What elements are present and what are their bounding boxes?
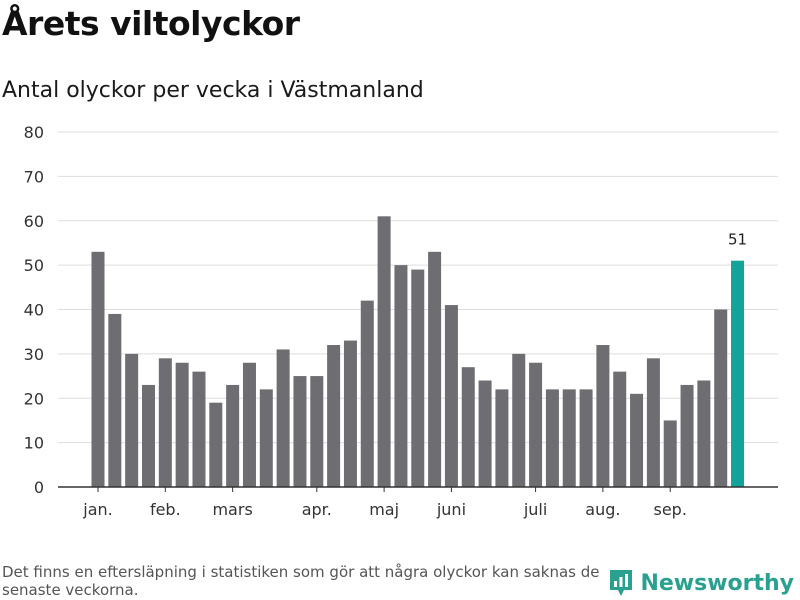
- bars: [91, 216, 745, 487]
- bar: [663, 420, 677, 487]
- bar: [444, 305, 458, 487]
- bar: [259, 389, 273, 487]
- bar: [579, 389, 593, 487]
- bar: [428, 251, 442, 487]
- y-tick-label: 60: [24, 212, 44, 231]
- brand-name: Newsworthy: [640, 570, 794, 596]
- bar: [714, 309, 728, 487]
- x-tick-label: juni: [436, 500, 466, 519]
- y-tick-label: 70: [24, 167, 44, 186]
- bar: [343, 340, 357, 487]
- y-tick-label: 40: [24, 301, 44, 320]
- bar: [141, 384, 155, 487]
- y-tick-label: 20: [24, 389, 44, 408]
- y-tick-label: 80: [24, 123, 44, 142]
- bar: [630, 393, 644, 487]
- bar: [108, 313, 122, 487]
- bar: [310, 376, 324, 487]
- bar: [377, 216, 391, 487]
- x-tick-label: sep.: [654, 500, 687, 519]
- brand-logo[interactable]: Newsworthy: [608, 568, 794, 598]
- newsworthy-logo-icon: [610, 570, 633, 596]
- x-tick-label: mars: [212, 500, 252, 519]
- bar: [125, 353, 139, 487]
- bar: [697, 380, 711, 487]
- bar: [327, 345, 341, 487]
- bar: [562, 389, 576, 487]
- y-tick-label: 50: [24, 256, 44, 275]
- bar: [192, 371, 206, 487]
- bar: [394, 265, 408, 487]
- bar: [242, 362, 256, 487]
- x-tick-label: apr.: [302, 500, 332, 519]
- bar: [495, 389, 509, 487]
- bar-chart: 0 10 20 30 40 50 60 70 80 51 jan. feb. mars apr. maj…: [24, 123, 778, 519]
- y-axis-ticks: 0 10 20 30 40 50 60 70 80: [24, 123, 44, 497]
- x-tick-label: jan.: [82, 500, 112, 519]
- bar: [512, 353, 526, 487]
- bar: [209, 402, 223, 487]
- bar: [158, 358, 172, 487]
- footnote: Det finns en eftersläpning i statistiken…: [2, 563, 600, 599]
- bar: [360, 300, 374, 487]
- bar: [411, 269, 425, 487]
- x-tick-label: maj: [369, 500, 399, 519]
- bar: [646, 358, 660, 487]
- bar: [226, 384, 240, 487]
- bar: [731, 260, 745, 487]
- x-axis-ticks: jan. feb. mars apr. maj juni juli aug. sep.: [58, 486, 778, 519]
- bar: [545, 389, 559, 487]
- bar: [461, 367, 475, 487]
- chart-subtitle: Antal olyckor per vecka i Västmanland: [2, 78, 424, 103]
- y-tick-label: 10: [24, 434, 44, 453]
- bar: [276, 349, 290, 487]
- bar: [175, 362, 189, 487]
- x-tick-label: feb.: [150, 500, 181, 519]
- x-tick-label: juli: [523, 500, 547, 519]
- bar: [478, 380, 492, 487]
- bar: [293, 376, 307, 487]
- y-tick-label: 30: [24, 345, 44, 364]
- bar: [613, 371, 627, 487]
- bar: [680, 384, 694, 487]
- x-tick-label: aug.: [585, 500, 620, 519]
- bar: [596, 345, 610, 487]
- y-tick-label: 0: [34, 478, 44, 497]
- bar: [529, 362, 543, 487]
- bar: [91, 251, 105, 487]
- chart-title: Årets viltolyckor: [2, 4, 300, 43]
- data-labels: 51: [728, 231, 747, 249]
- data-label: 51: [728, 231, 747, 249]
